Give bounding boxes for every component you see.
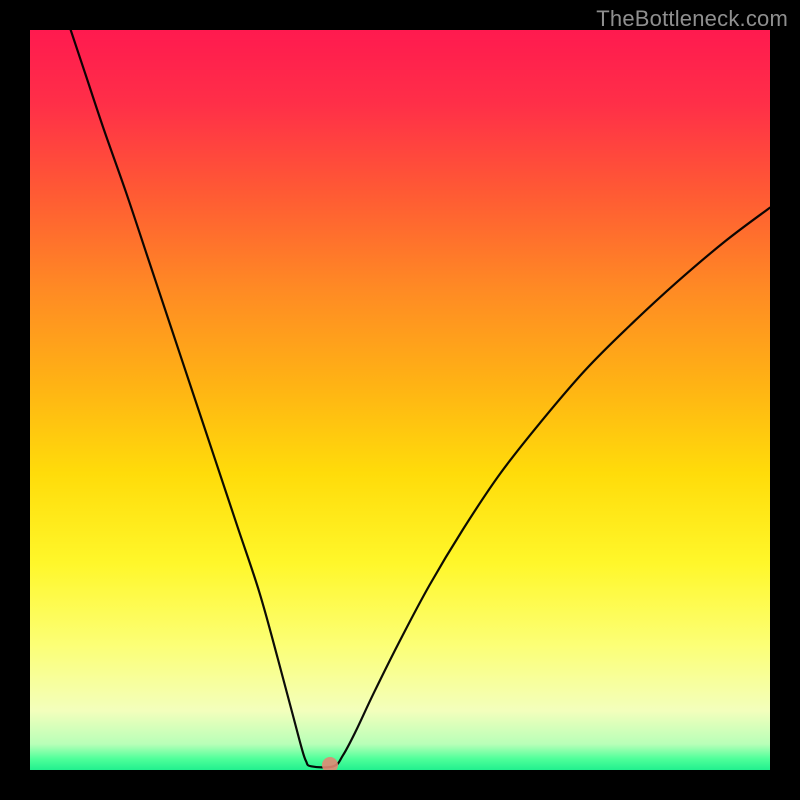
- chart-container: TheBottleneck.com: [0, 0, 800, 800]
- bottleneck-curve: [30, 30, 770, 770]
- min-point-marker: [322, 757, 338, 770]
- watermark-text: TheBottleneck.com: [596, 6, 788, 32]
- plot-area: [30, 30, 770, 770]
